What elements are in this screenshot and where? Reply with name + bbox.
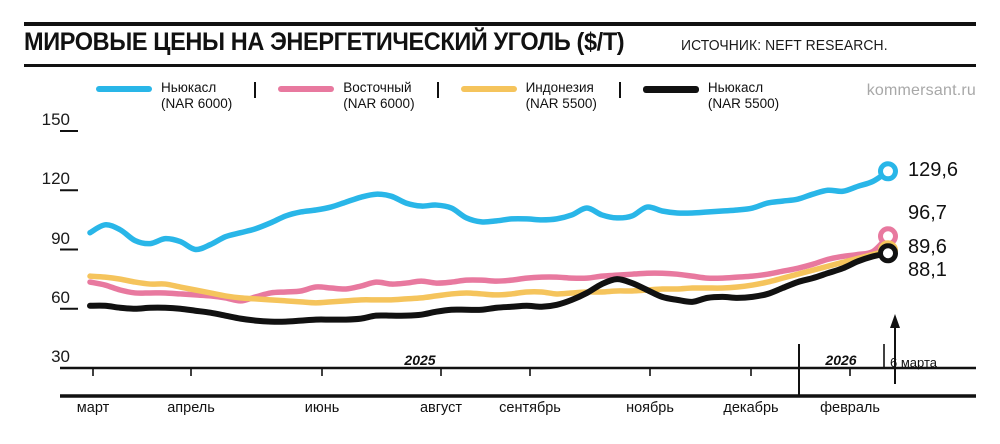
legend-series-spec: (NAR 5500) <box>525 95 597 111</box>
x-axis-label-март: март <box>76 400 110 416</box>
title-underline-rule <box>24 64 976 67</box>
end-value-label-0: 129,6 <box>908 159 959 182</box>
last-date-arrowhead-icon <box>890 314 900 328</box>
legend-item-indonesia-5500[interactable]: Индонезия (NAR 5500) <box>460 80 597 111</box>
header-row: МИРОВЫЕ ЦЕНЫ НА ЭНЕРГЕТИЧЕСКИЙ УГОЛЬ ($/… <box>24 28 976 62</box>
legend-series-name: Ньюкасл <box>161 80 217 95</box>
legend-swatch-icon <box>642 86 699 93</box>
x-axis-label-февраль: февраль <box>820 400 880 416</box>
legend-series-name: Восточный <box>343 80 412 95</box>
x-axis-label-декабрь: декабрь <box>723 400 779 416</box>
series-endpoint-marker-3 <box>878 243 898 264</box>
series-line-3 <box>87 250 891 325</box>
legend-label: Индонезия (NAR 5500) <box>526 80 597 111</box>
y-axis-label: 90 <box>51 228 70 248</box>
series-endpoint-marker-1 <box>878 226 898 247</box>
source-label: ИСТОЧНИК: NEFT RESEARCH. <box>680 38 888 54</box>
y-axis-label: 150 <box>41 110 70 129</box>
legend-divider <box>436 82 439 98</box>
y-axis-label: 60 <box>51 287 70 307</box>
last-date-label: 6 марта <box>890 355 937 370</box>
page-title: МИРОВЫЕ ЦЕНЫ НА ЭНЕРГЕТИЧЕСКИЙ УГОЛЬ ($/… <box>24 28 625 56</box>
series-line-2 <box>87 247 891 306</box>
legend-divider <box>618 82 621 98</box>
x-axis-label-август: август <box>419 400 463 416</box>
legend-series-spec: (NAR 6000) <box>161 95 233 111</box>
year-label-2026: 2026 <box>825 352 857 368</box>
end-value-label-3: 88,1 <box>908 259 947 282</box>
legend-swatch-icon <box>278 86 335 92</box>
series-endpoint-marker-0 <box>878 161 898 182</box>
legend-series-name: Ньюкасл <box>707 80 764 95</box>
legend-label: Ньюкасл (NAR 5500) <box>708 80 779 111</box>
x-axis-label-сентябрь: сентябрь <box>499 400 561 416</box>
legend-series-spec: (NAR 5500) <box>707 95 780 111</box>
legend-label: Восточный (NAR 6000) <box>343 80 414 111</box>
series-line-1 <box>87 233 891 304</box>
end-value-label-2: 89,6 <box>908 236 947 259</box>
chart-legend: Ньюкасл (NAR 6000) Восточный (NAR 6000) … <box>96 80 779 111</box>
series-line-0 <box>87 168 891 253</box>
legend-label: Ньюкасл (NAR 6000) <box>161 80 232 111</box>
year-label-2025: 2025 <box>404 352 436 368</box>
top-rule <box>24 22 976 26</box>
watermark-kommersant: kommersant.ru <box>866 82 976 99</box>
series-endpoint-marker-2 <box>878 240 898 261</box>
legend-item-vostochny-6000[interactable]: Восточный (NAR 6000) <box>278 80 415 111</box>
x-axis-label-апрель: апрель <box>167 400 215 416</box>
legend-series-name: Индонезия <box>525 80 594 95</box>
legend-swatch-icon <box>96 86 152 92</box>
y-axis-label: 30 <box>51 347 70 366</box>
legend-item-newcastle-5500[interactable]: Ньюкасл (NAR 5500) <box>642 80 779 111</box>
legend-divider <box>254 82 257 98</box>
x-axis-label-ноябрь: ноябрь <box>626 400 674 416</box>
legend-item-newcastle-6000[interactable]: Ньюкасл (NAR 6000) <box>96 80 232 111</box>
legend-swatch-icon <box>460 86 517 92</box>
end-value-label-1: 96,7 <box>908 202 947 225</box>
x-axis-label-июнь: июнь <box>304 400 340 416</box>
y-axis-label: 120 <box>41 169 70 189</box>
legend-series-spec: (NAR 6000) <box>343 95 415 111</box>
